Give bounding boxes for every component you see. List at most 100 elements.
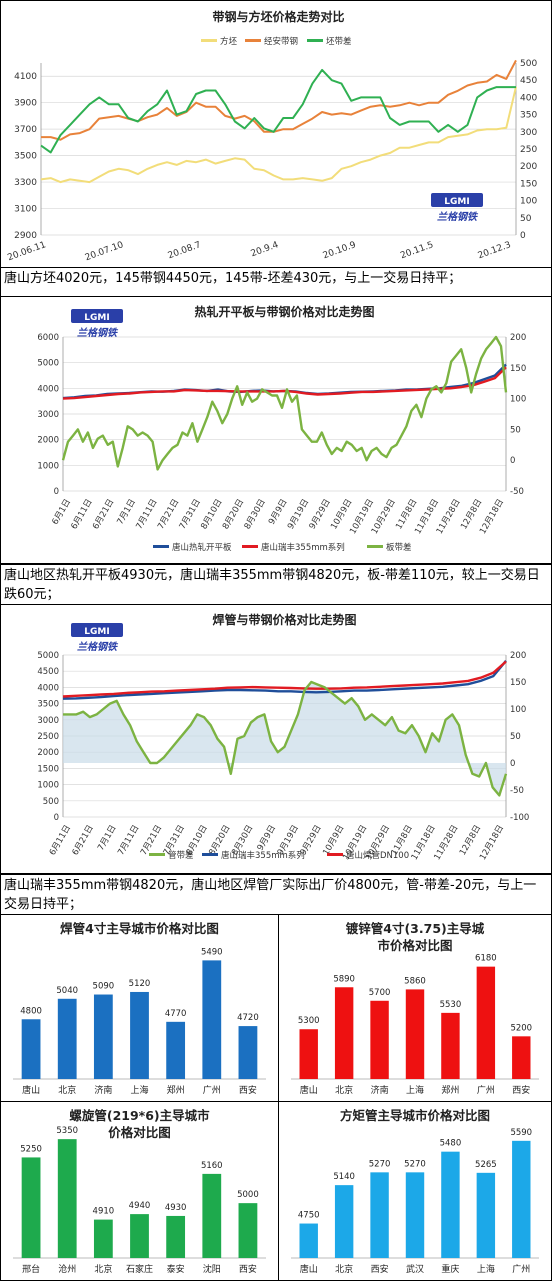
- logo-text: LGMI: [84, 627, 109, 637]
- logo-badge: [431, 193, 483, 207]
- y-left-tick-label: 3100: [14, 205, 37, 215]
- legend-label: 板带差: [386, 542, 412, 553]
- chart-hotroll-strip-svg: 热轧开平板与带钢价格对比走势图0100020003000400050006000…: [37, 304, 526, 553]
- bar-value-label: 5250: [20, 1144, 42, 1154]
- chart-title: 带钢与方坯价格走势对比: [212, 9, 344, 24]
- bar: [441, 1012, 460, 1079]
- series-line: [40, 86, 517, 184]
- chart-title: 热轧开平板与带钢价格对比走势图: [194, 304, 374, 319]
- y-left-tick-label: 5000: [37, 359, 59, 369]
- category-label: 广州: [477, 1084, 495, 1096]
- x-tick-label: 7月1日: [96, 824, 119, 853]
- category-label: 北京: [58, 1084, 76, 1096]
- y-left-tick-label: 1500: [37, 764, 59, 774]
- y-left-tick-label: 3000: [37, 410, 59, 420]
- bar: [166, 1021, 186, 1079]
- y-left-tick-label: 4000: [37, 384, 59, 394]
- series-line: [62, 366, 507, 400]
- caption-1: 唐山方坯4020元，145带钢4450元，145带-坯差430元，与上一交易日持…: [0, 268, 552, 296]
- y-right-tick-label: 150: [510, 364, 526, 374]
- legend-label: 唐山焊管DN100: [346, 850, 409, 861]
- category-label: 石家庄: [126, 1263, 153, 1275]
- logo-caption: 兰格钢铁: [437, 211, 479, 223]
- legend-swatch: [327, 853, 343, 856]
- category-label: 北京: [335, 1084, 353, 1096]
- category-label: 西安: [512, 1084, 530, 1096]
- bar: [441, 1151, 460, 1258]
- bar-chart-title: 方矩管主导城市价格对比图: [340, 1108, 490, 1123]
- x-tick-label: 6月21日: [71, 824, 96, 858]
- category-label: 西安: [371, 1263, 389, 1275]
- category-label: 广州: [203, 1084, 221, 1096]
- y-left-tick-label: 3700: [14, 125, 37, 135]
- bar-value-label: 5200: [510, 1023, 532, 1033]
- bar-value-label: 4800: [20, 1006, 42, 1016]
- chart-title: 焊管与带钢价格对比走势图: [212, 612, 356, 627]
- bar-value-label: 5140: [333, 1172, 355, 1182]
- bar: [334, 1185, 354, 1258]
- category-label: 西安: [239, 1084, 257, 1096]
- bar-value-label: 5040: [56, 986, 78, 996]
- y-left-tick-label: 4100: [14, 72, 37, 82]
- category-label: 济南: [371, 1084, 389, 1096]
- legend-swatch: [202, 853, 218, 856]
- y-left-tick-label: 3500: [14, 152, 37, 162]
- category-label: 上海: [130, 1084, 148, 1096]
- x-tick-label: 7月11日: [116, 824, 141, 858]
- legend-swatch: [307, 39, 323, 42]
- bar-chart-spiral-pipe: 螺旋管(219*6)主导城市 价格对比图 5250 邢台 5350 沧州 4910 北京 494…: [0, 1101, 279, 1281]
- y-left-tick-label: 1000: [37, 461, 59, 471]
- bar-value-label: 5160: [201, 1161, 223, 1171]
- y-right-tick-label: -50: [510, 487, 524, 497]
- y-right-tick-label: -50: [510, 786, 524, 796]
- category-label: 邢台: [22, 1263, 40, 1275]
- x-tick-label: 9月9日: [256, 824, 279, 853]
- bar-value-label: 4940: [129, 1201, 151, 1211]
- bar: [476, 1172, 496, 1258]
- bar: [93, 1219, 113, 1258]
- logo-badge: [71, 623, 123, 637]
- caption-3: 唐山瑞丰355mm带钢4820元，唐山地区焊管厂实际出厂价4800元，管-带差-…: [0, 874, 552, 914]
- legend-swatch: [149, 853, 165, 856]
- bar-value-label: 5090: [93, 982, 115, 992]
- bar-chart-title: 螺旋管(219*6)主导城市: [69, 1108, 210, 1123]
- bar-value-label: 4910: [93, 1207, 115, 1217]
- category-label: 北京: [335, 1263, 353, 1275]
- y-right-tick-label: 200: [510, 333, 526, 343]
- series-line: [62, 660, 507, 698]
- category-label: 重庆: [441, 1263, 459, 1275]
- y-left-tick-label: 3000: [37, 716, 59, 726]
- y-right-tick-label: 100: [520, 197, 537, 207]
- x-tick-label: 9月9日: [267, 498, 290, 527]
- y-right-tick-label: 0: [520, 231, 526, 241]
- y-right-tick-label: -100: [510, 813, 529, 823]
- y-left-tick-label: 6000: [37, 333, 59, 343]
- bar: [370, 1000, 389, 1079]
- legend-swatch: [201, 39, 217, 42]
- bar-chart-title: 价格对比图: [108, 1125, 171, 1140]
- y-right-tick-label: 300: [520, 128, 537, 138]
- series-line: [62, 660, 507, 700]
- bar: [476, 966, 496, 1079]
- x-tick-label: 20.11.5: [399, 240, 435, 261]
- y-right-tick-label: 0: [510, 456, 515, 466]
- y-left-tick-label: 0: [54, 813, 59, 823]
- bar: [21, 1019, 41, 1079]
- bar-value-label: 4770: [165, 1009, 187, 1019]
- bar: [93, 994, 113, 1079]
- x-tick-label: 7月1日: [115, 498, 138, 527]
- y-right-tick-label: 100: [510, 395, 526, 405]
- bar-chart-spiral-pipe-svg: 螺旋管(219*6)主导城市价格对比图 5250 邢台 5350 沧州 4910 北京 494…: [13, 1108, 266, 1275]
- bar-value-label: 5265: [475, 1160, 497, 1170]
- bar-chart-title: 市价格对比图: [377, 938, 452, 953]
- x-tick-label: 20.12.3: [477, 240, 513, 261]
- bar: [202, 1173, 222, 1258]
- x-tick-label: 6月21日: [91, 498, 116, 532]
- x-tick-label: 20.9.4: [250, 240, 281, 259]
- y-right-tick-label: 350: [520, 111, 537, 121]
- bar-value-label: 4930: [165, 1203, 187, 1213]
- category-label: 沧州: [58, 1263, 76, 1275]
- series-line: [40, 68, 516, 154]
- x-tick-label: 20.07.10: [84, 240, 125, 263]
- bar: [202, 960, 222, 1079]
